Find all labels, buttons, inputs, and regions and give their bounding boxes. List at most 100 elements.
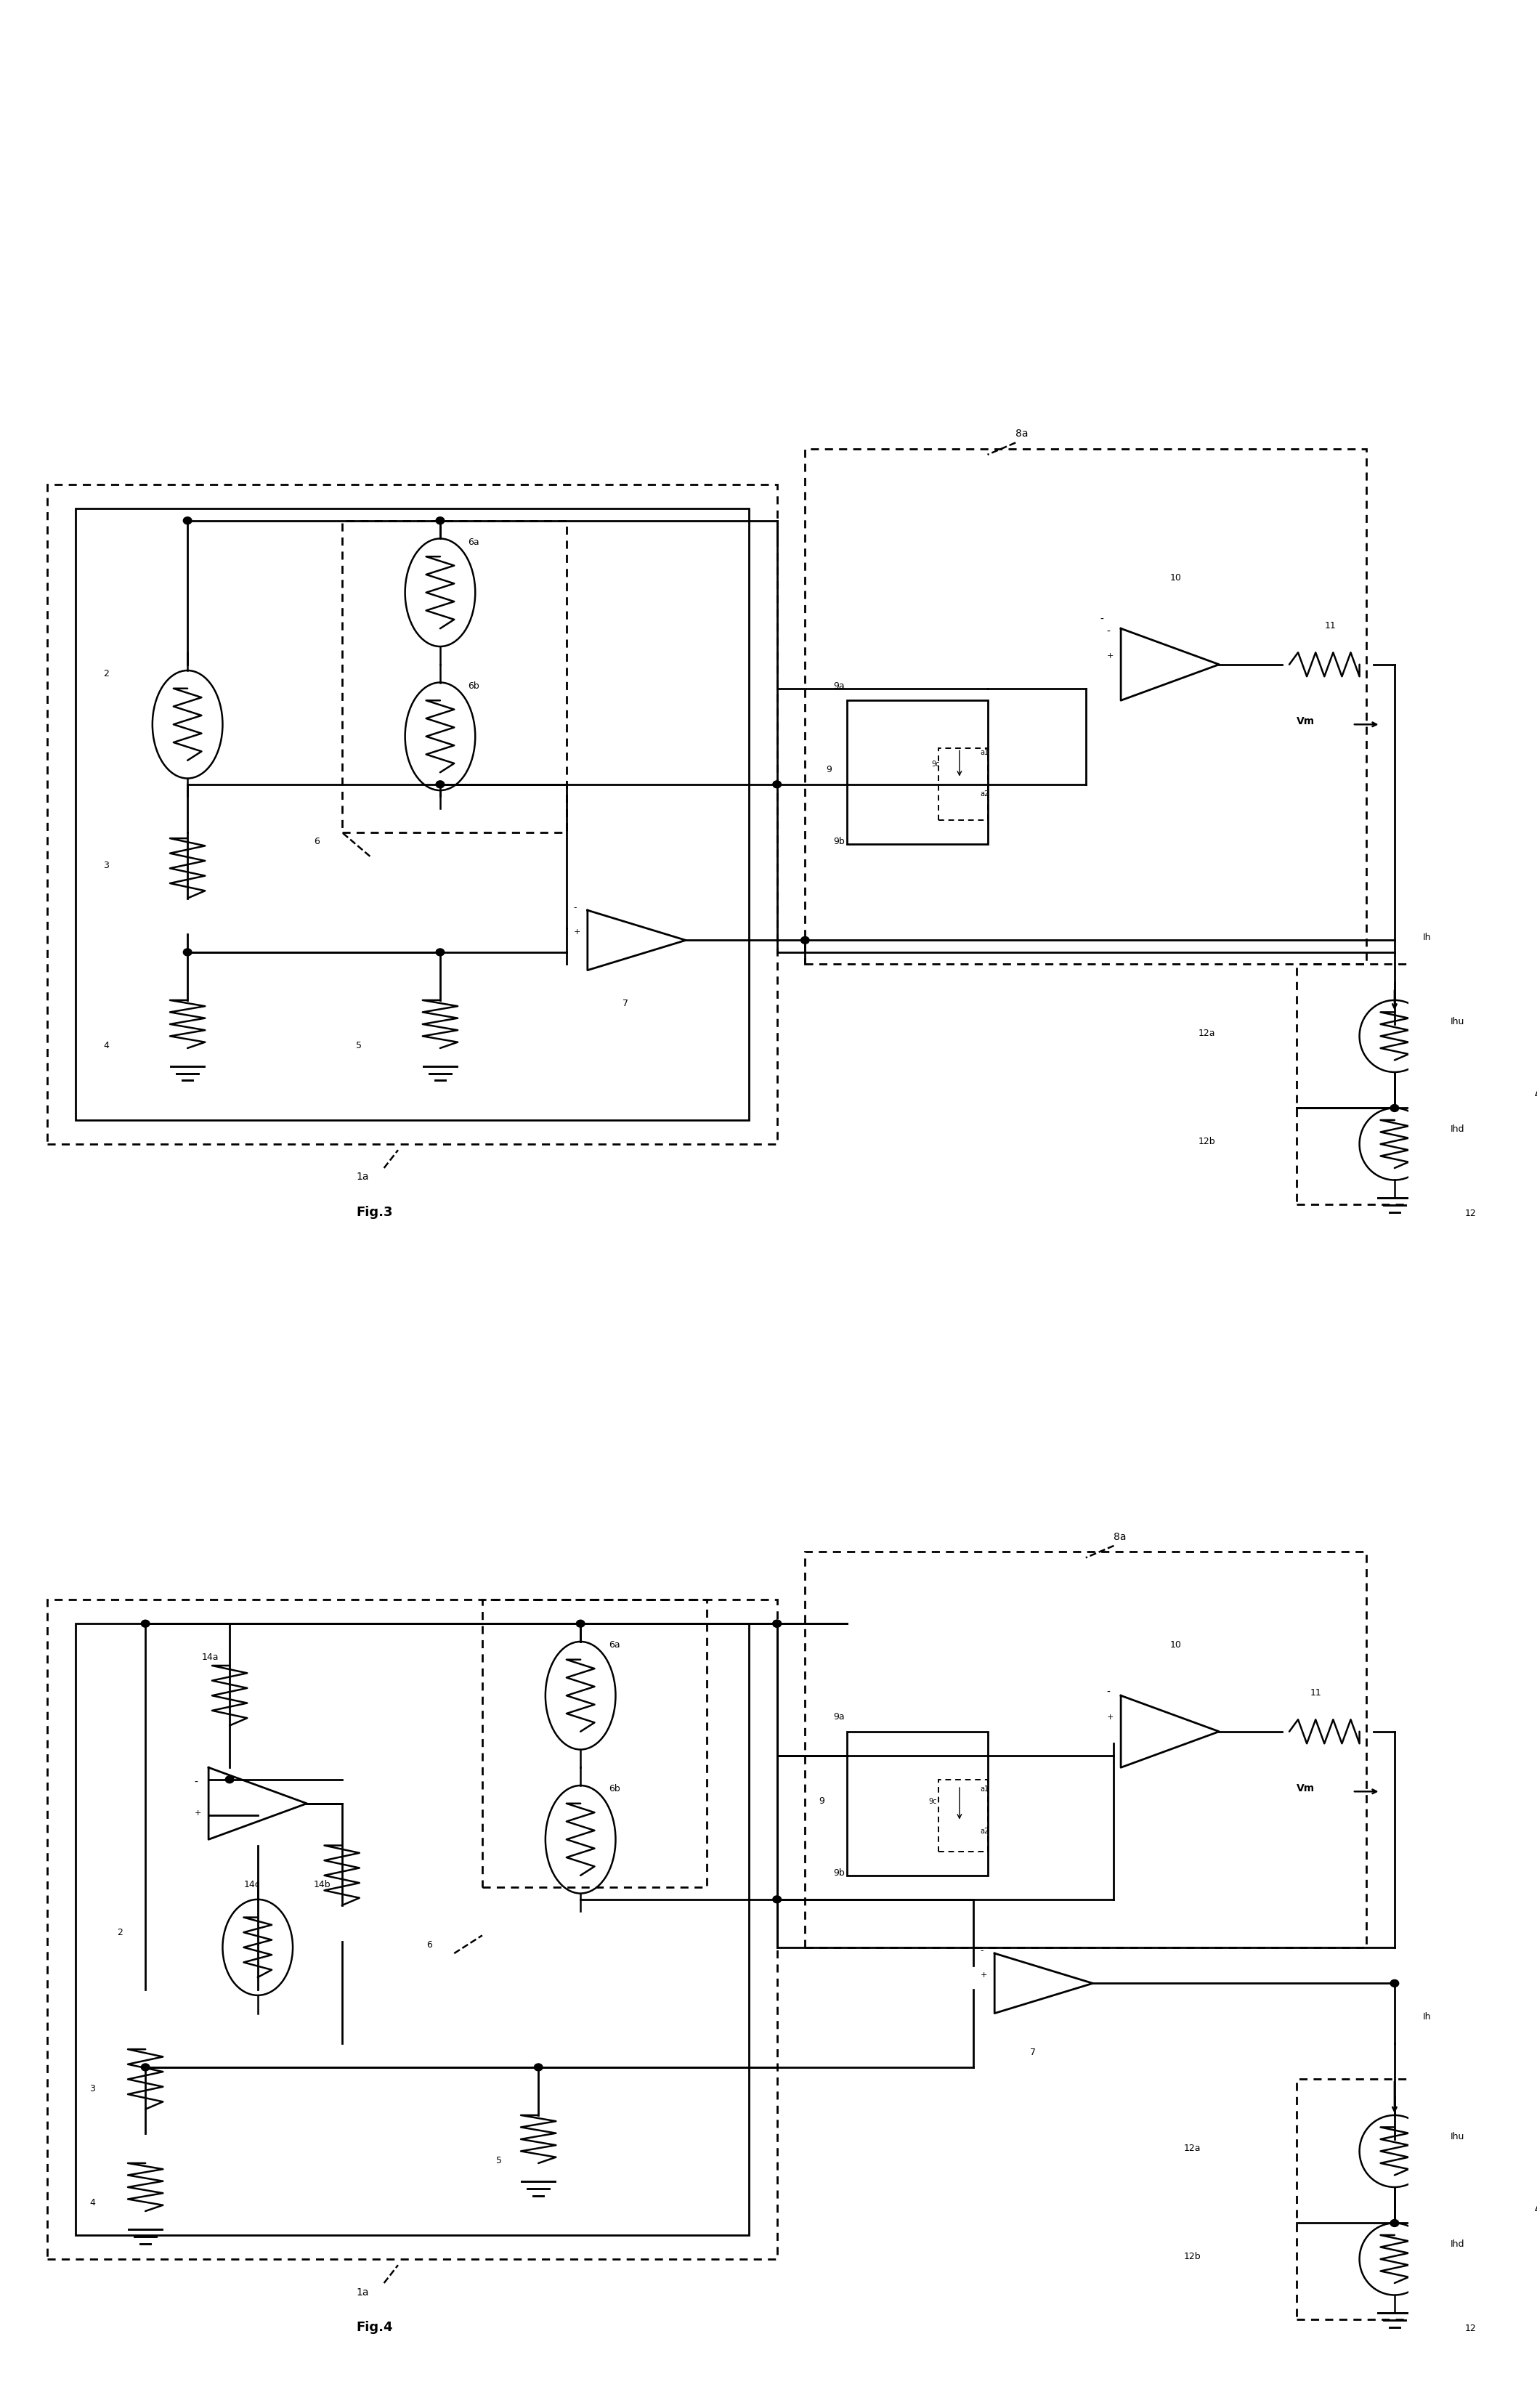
Text: 4: 4 [103,1040,109,1050]
Text: ΔIh: ΔIh [1535,2203,1537,2213]
Text: 6: 6 [314,838,320,848]
Text: 9c: 9c [931,761,939,768]
Circle shape [226,1777,234,1782]
Text: a2: a2 [981,1828,990,1835]
Text: +: + [195,1811,201,1818]
Text: +: + [1107,1714,1114,1722]
Text: 5: 5 [496,2155,503,2165]
Text: 1a: 1a [357,2288,369,2297]
Text: Ihd: Ihd [1451,1125,1465,1134]
Text: +: + [573,929,581,937]
Text: Fig.3: Fig.3 [357,1206,392,1218]
Text: 1a: 1a [357,1173,369,1182]
Text: 9b: 9b [833,1869,844,1878]
Text: 12a: 12a [1197,1028,1216,1038]
Text: 4: 4 [89,2199,95,2208]
Bar [48,484,778,1144]
Text: 6a: 6a [609,1640,619,1649]
Text: 3: 3 [89,2083,95,2093]
Circle shape [773,1895,781,1902]
Text: -: - [195,1777,198,1787]
Text: 7: 7 [622,999,629,1009]
Text: -: - [1107,626,1110,636]
Text: -: - [573,903,576,913]
Circle shape [535,2064,543,2071]
Bar [341,520,567,833]
Text: 14b: 14b [314,1881,330,1890]
Text: Ihu: Ihu [1451,2131,1465,2141]
Circle shape [1391,1979,1399,1987]
Text: Fig.4: Fig.4 [357,2321,392,2333]
Text: -: - [1107,1688,1110,1698]
Text: 9c: 9c [928,1799,938,1806]
Text: 6: 6 [426,1941,432,1950]
Bar [805,1551,1366,1948]
Text: Vm: Vm [1296,1784,1314,1794]
Bar [1296,963,1506,1204]
Text: -: - [1100,614,1104,624]
Text: 11: 11 [1311,1688,1322,1698]
Text: a1: a1 [981,749,990,756]
Text: -: - [981,1946,984,1955]
Bar [939,1780,988,1852]
Text: 2: 2 [117,1929,123,1938]
Circle shape [437,518,444,525]
Text: 6b: 6b [609,1784,619,1794]
Text: 12: 12 [1465,1209,1476,1218]
Text: 12b: 12b [1197,1137,1216,1146]
Text: 12a: 12a [1183,2143,1200,2153]
Bar [1296,2078,1506,2319]
Circle shape [183,949,192,956]
Circle shape [773,1621,781,1628]
Text: 9a: 9a [833,681,844,691]
Bar [847,701,988,845]
Text: 11: 11 [1325,621,1336,631]
Circle shape [576,1621,584,1628]
Circle shape [801,937,810,944]
Circle shape [1391,2220,1399,2227]
Text: 6a: 6a [469,537,480,547]
Text: 10: 10 [1170,1640,1182,1649]
Bar [805,448,1366,963]
Circle shape [183,518,192,525]
Text: +: + [981,1972,987,1979]
Bar [939,749,988,821]
Bar [75,508,749,1120]
Text: 14a: 14a [201,1652,218,1662]
Text: 8a: 8a [1016,429,1028,438]
Circle shape [437,780,444,787]
Text: 14c: 14c [244,1881,260,1890]
Text: a2: a2 [981,790,990,797]
Text: Ih: Ih [1423,932,1431,942]
Circle shape [141,2064,149,2071]
Text: 8a: 8a [1114,1531,1127,1541]
Text: Ihu: Ihu [1451,1016,1465,1026]
Text: 2: 2 [103,669,109,679]
Text: 3: 3 [103,862,109,869]
Text: 9a: 9a [833,1712,844,1722]
Circle shape [773,1621,781,1628]
Text: +: + [1107,653,1114,660]
Bar [483,1599,707,1888]
Text: 9: 9 [819,1796,825,1806]
Circle shape [1391,1105,1399,1112]
Text: 5: 5 [357,1040,361,1050]
Bar [48,1599,778,2259]
Text: 9b: 9b [833,838,844,848]
Text: Ihd: Ihd [1451,2239,1465,2249]
Circle shape [437,949,444,956]
Circle shape [141,1621,149,1628]
Text: Ih: Ih [1423,2013,1431,2020]
Text: 12: 12 [1465,2324,1476,2333]
Text: 9: 9 [825,766,832,775]
Text: Vm: Vm [1296,718,1314,727]
Text: 7: 7 [1030,2047,1036,2056]
Bar [847,1731,988,1876]
Text: 10: 10 [1170,573,1182,583]
Text: 12b: 12b [1183,2251,1202,2261]
Text: 6b: 6b [469,681,480,691]
Text: a1: a1 [981,1787,990,1794]
Circle shape [773,780,781,787]
Text: ΔIh: ΔIh [1535,1088,1537,1098]
Bar [75,1623,749,2235]
